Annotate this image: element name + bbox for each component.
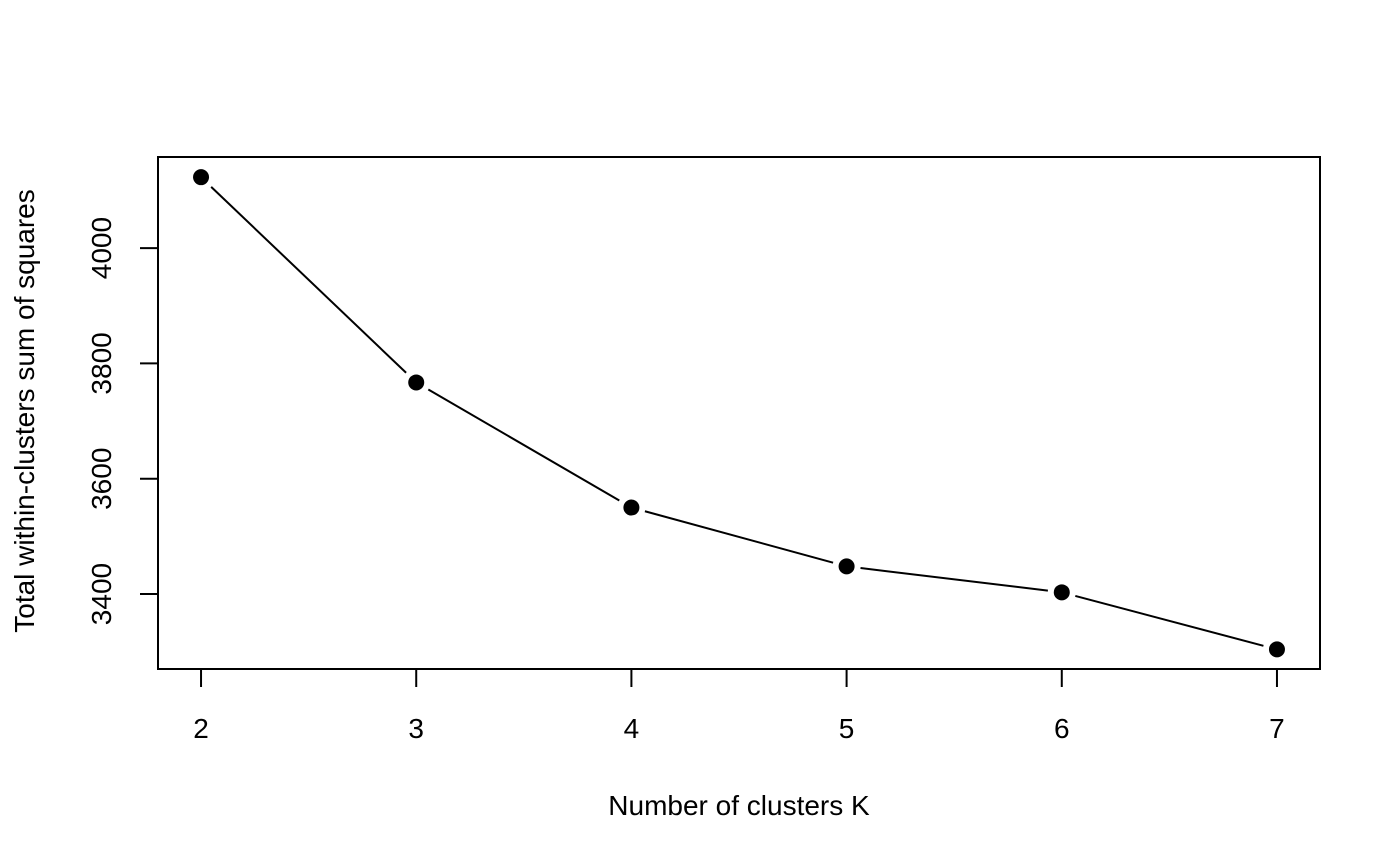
y-axis: 3400 3600 3800 4000	[86, 217, 158, 625]
x-axis-title: Number of clusters K	[608, 790, 870, 821]
data-point	[838, 558, 855, 575]
y-tick-label: 4000	[86, 217, 117, 279]
data-point	[623, 499, 640, 516]
series-line-segment	[427, 388, 620, 502]
data-point	[193, 169, 210, 186]
x-tick-label: 7	[1269, 713, 1285, 744]
data-point	[408, 374, 425, 391]
data-point	[1053, 584, 1070, 601]
x-tick-label: 5	[839, 713, 855, 744]
x-tick-label: 2	[193, 713, 209, 744]
x-tick-label: 6	[1054, 713, 1070, 744]
series-layer	[193, 169, 1285, 658]
series-line-segment	[644, 510, 834, 564]
series-line-segment	[860, 567, 1048, 592]
y-tick-label: 3800	[86, 332, 117, 394]
series-line-segment	[210, 186, 407, 374]
x-axis: 2 3 4 5 6 7	[193, 669, 1285, 744]
y-tick-label: 3400	[86, 563, 117, 625]
y-tick-label: 3600	[86, 448, 117, 510]
series-line-segment	[1075, 594, 1264, 647]
data-point	[1268, 641, 1285, 658]
y-axis-title: Total within-clusters sum of squares	[9, 189, 40, 633]
x-tick-label: 4	[624, 713, 640, 744]
plot-frame	[157, 156, 1321, 670]
x-tick-label: 3	[408, 713, 424, 744]
